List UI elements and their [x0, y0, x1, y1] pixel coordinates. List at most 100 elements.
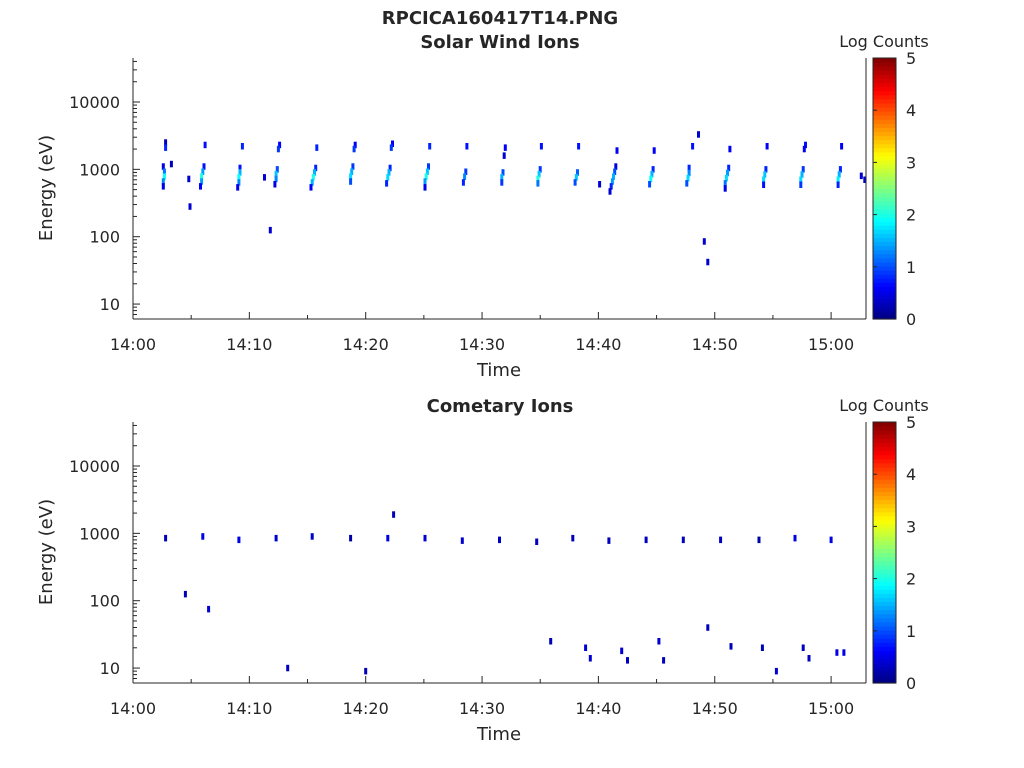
data-cell: [352, 145, 356, 153]
data-cell: [353, 141, 357, 149]
colorbar-segment: [873, 438, 896, 443]
x-tick-label: 14:00: [110, 335, 156, 354]
colorbar-frame: [872, 421, 897, 684]
colorbar-segment: [873, 638, 896, 643]
colorbar-segment: [873, 507, 896, 513]
colorbar-segment: [873, 98, 896, 104]
data-cell: [349, 534, 353, 542]
colorbar-segment: [873, 609, 896, 615]
data-cell: [164, 144, 168, 151]
solar-wind-axes: 14:00 14:10 14:20 14:30 14:40 14:50 15:00 10 100…: [69, 58, 867, 354]
data-cell: [502, 152, 506, 159]
data-cell: [310, 179, 314, 186]
colorbar-segment: [873, 306, 896, 312]
colorbar-segment: [873, 94, 896, 100]
data-cell: [681, 536, 685, 544]
colorbar-segment: [873, 265, 896, 271]
colorbar-segment: [873, 310, 896, 316]
colorbar-segment: [873, 503, 896, 509]
data-cell: [276, 145, 280, 153]
data-cell: [729, 643, 733, 650]
data-cell: [423, 534, 427, 542]
colorbar-solar-wind: 0 1 2 3 4 5: [872, 49, 916, 329]
data-cell: [728, 145, 732, 153]
data-cell: [425, 168, 429, 175]
data-cell: [584, 644, 588, 651]
colorbar-segment: [873, 617, 896, 623]
colorbar-segment: [873, 286, 896, 292]
colorbar-segment: [873, 127, 896, 133]
colorbar-segment: [873, 172, 896, 177]
colorbar-segment: [873, 593, 896, 598]
y-tick-label: 100: [89, 228, 120, 247]
data-cell: [391, 140, 394, 147]
data-cell: [609, 183, 613, 190]
data-cell: [757, 536, 761, 544]
data-cell: [423, 178, 427, 185]
data-cell: [386, 174, 390, 181]
colorbar-segment: [873, 430, 896, 435]
data-cell: [200, 173, 204, 180]
data-cell: [500, 174, 504, 181]
colorbar-segment: [873, 196, 896, 202]
data-cell: [588, 655, 592, 662]
solar-wind-panel: Solar Wind Ions 14:00 14:10 14:20 14:30 14:4…: [36, 32, 929, 381]
data-cell: [719, 536, 723, 544]
data-cell: [164, 534, 168, 542]
colorbar-segment: [873, 544, 896, 550]
data-cell: [424, 173, 428, 180]
data-cell: [199, 183, 202, 190]
data-cell: [387, 169, 391, 176]
colorbar-segment: [873, 581, 896, 586]
colorbar-segment: [873, 257, 896, 263]
colorbar-segment: [873, 86, 896, 92]
x-tick-label: 14:30: [459, 699, 505, 718]
data-cell: [727, 164, 731, 172]
colorbar-segment: [873, 233, 896, 239]
colorbar-segment: [873, 155, 896, 161]
data-cell: [648, 181, 652, 188]
data-cell: [840, 143, 844, 150]
colorbar-segment: [873, 629, 896, 635]
colorbar-segment: [873, 625, 896, 631]
colorbar-segment: [873, 621, 896, 627]
data-cell: [427, 163, 430, 170]
data-cell: [644, 536, 648, 544]
x-tick-label: 14:10: [226, 335, 272, 354]
data-cell: [576, 169, 579, 176]
colorbar-segment: [873, 78, 896, 84]
colorbar-segment: [873, 662, 896, 668]
data-cell: [350, 168, 354, 175]
colorbar-segment: [873, 200, 896, 206]
data-cell: [598, 181, 602, 188]
colorbar-segment: [873, 634, 896, 639]
xlabel-cometary: Time: [476, 724, 521, 745]
data-cell: [169, 160, 173, 168]
data-cell: [613, 168, 617, 175]
colorbar-segment: [873, 495, 896, 501]
data-cell: [349, 173, 353, 180]
colorbar-label-cometary: Log Counts: [839, 396, 929, 415]
panel-title-cometary: Cometary Ions: [427, 396, 574, 417]
colorbar-tick-label: 1: [906, 258, 916, 277]
data-cell: [800, 171, 804, 178]
data-cell: [311, 174, 315, 181]
data-cell: [662, 657, 666, 664]
colorbar-segment: [873, 576, 896, 582]
data-cell: [202, 163, 206, 170]
data-cell: [237, 536, 241, 544]
data-cell: [263, 174, 266, 181]
colorbar-tick-label: 4: [906, 465, 916, 484]
data-cell: [207, 605, 211, 613]
data-cell: [286, 664, 290, 672]
data-cell: [760, 644, 764, 651]
colorbar-segment: [873, 466, 896, 472]
data-cell: [610, 178, 614, 185]
data-cell: [799, 176, 803, 183]
data-cell: [309, 184, 313, 191]
data-cell: [691, 143, 695, 150]
data-cell: [238, 164, 242, 172]
colorbar-segment: [873, 274, 896, 279]
colorbar-segment: [873, 442, 896, 448]
